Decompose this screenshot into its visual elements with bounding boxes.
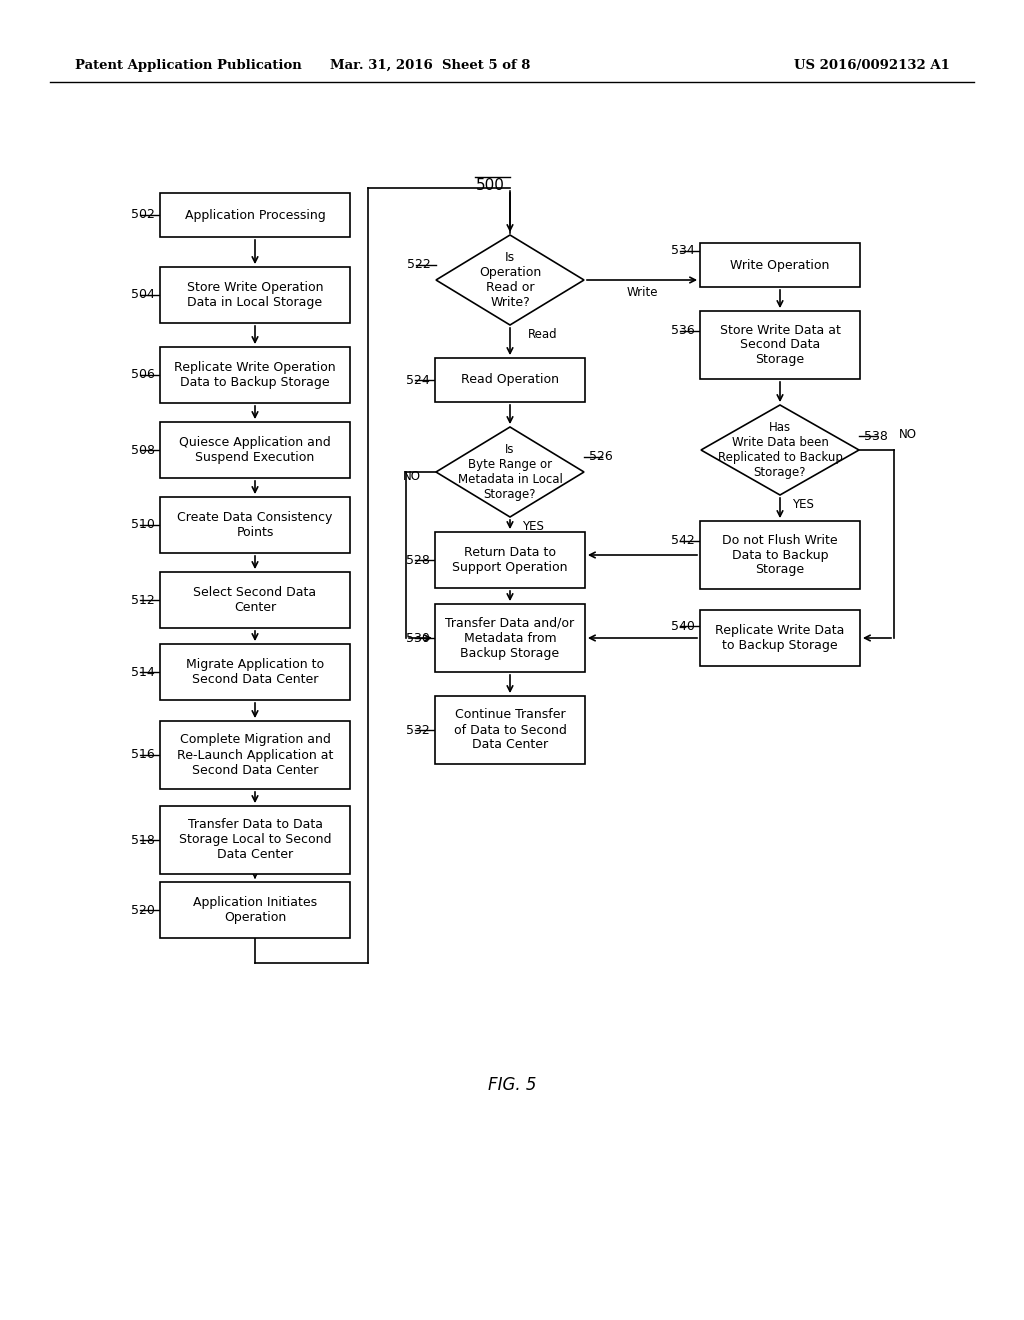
Text: 536: 536 bbox=[672, 325, 695, 338]
FancyBboxPatch shape bbox=[160, 572, 350, 628]
Text: Read Operation: Read Operation bbox=[461, 374, 559, 387]
Text: 520: 520 bbox=[131, 903, 155, 916]
Text: FIG. 5: FIG. 5 bbox=[487, 1076, 537, 1094]
Text: Mar. 31, 2016  Sheet 5 of 8: Mar. 31, 2016 Sheet 5 of 8 bbox=[330, 58, 530, 71]
Text: Replicate Write Operation
Data to Backup Storage: Replicate Write Operation Data to Backup… bbox=[174, 360, 336, 389]
Text: Do not Flush Write
Data to Backup
Storage: Do not Flush Write Data to Backup Storag… bbox=[722, 533, 838, 577]
Text: 510: 510 bbox=[131, 519, 155, 532]
FancyBboxPatch shape bbox=[160, 498, 350, 553]
Text: Application Processing: Application Processing bbox=[184, 209, 326, 222]
Text: Write Operation: Write Operation bbox=[730, 259, 829, 272]
Text: 508: 508 bbox=[131, 444, 155, 457]
FancyBboxPatch shape bbox=[435, 532, 585, 587]
Text: 532: 532 bbox=[407, 723, 430, 737]
Text: Replicate Write Data
to Backup Storage: Replicate Write Data to Backup Storage bbox=[716, 624, 845, 652]
Text: Transfer Data and/or
Metadata from
Backup Storage: Transfer Data and/or Metadata from Backu… bbox=[445, 616, 574, 660]
Text: 512: 512 bbox=[131, 594, 155, 606]
FancyBboxPatch shape bbox=[435, 696, 585, 764]
Text: YES: YES bbox=[522, 520, 544, 533]
Polygon shape bbox=[436, 426, 584, 517]
FancyBboxPatch shape bbox=[700, 521, 860, 589]
FancyBboxPatch shape bbox=[700, 610, 860, 667]
FancyBboxPatch shape bbox=[435, 358, 585, 403]
Text: Complete Migration and
Re-Launch Application at
Second Data Center: Complete Migration and Re-Launch Applica… bbox=[177, 734, 333, 776]
Text: 538: 538 bbox=[864, 429, 888, 442]
FancyBboxPatch shape bbox=[435, 605, 585, 672]
Text: NO: NO bbox=[899, 429, 918, 441]
Text: NO: NO bbox=[403, 470, 421, 483]
Text: Patent Application Publication: Patent Application Publication bbox=[75, 58, 302, 71]
FancyBboxPatch shape bbox=[160, 267, 350, 323]
Text: 518: 518 bbox=[131, 833, 155, 846]
Text: 504: 504 bbox=[131, 289, 155, 301]
Text: Return Data to
Support Operation: Return Data to Support Operation bbox=[453, 546, 567, 574]
FancyBboxPatch shape bbox=[160, 193, 350, 238]
Text: Transfer Data to Data
Storage Local to Second
Data Center: Transfer Data to Data Storage Local to S… bbox=[179, 818, 331, 862]
Text: Is
Byte Range or
Metadata in Local
Storage?: Is Byte Range or Metadata in Local Stora… bbox=[458, 444, 562, 502]
Text: 500: 500 bbox=[475, 177, 505, 193]
Text: 526: 526 bbox=[589, 450, 612, 463]
Text: 528: 528 bbox=[407, 553, 430, 566]
Text: Select Second Data
Center: Select Second Data Center bbox=[194, 586, 316, 614]
Text: 534: 534 bbox=[672, 244, 695, 257]
FancyBboxPatch shape bbox=[160, 721, 350, 789]
Text: Store Write Data at
Second Data
Storage: Store Write Data at Second Data Storage bbox=[720, 323, 841, 367]
FancyBboxPatch shape bbox=[700, 243, 860, 286]
FancyBboxPatch shape bbox=[160, 347, 350, 403]
FancyBboxPatch shape bbox=[700, 312, 860, 379]
Text: US 2016/0092132 A1: US 2016/0092132 A1 bbox=[795, 58, 950, 71]
Text: 522: 522 bbox=[408, 259, 431, 272]
Text: Create Data Consistency
Points: Create Data Consistency Points bbox=[177, 511, 333, 539]
Text: Is
Operation
Read or
Write?: Is Operation Read or Write? bbox=[479, 251, 541, 309]
Text: 502: 502 bbox=[131, 209, 155, 222]
Text: Continue Transfer
of Data to Second
Data Center: Continue Transfer of Data to Second Data… bbox=[454, 709, 566, 751]
Text: Store Write Operation
Data in Local Storage: Store Write Operation Data in Local Stor… bbox=[186, 281, 324, 309]
FancyBboxPatch shape bbox=[160, 882, 350, 939]
FancyBboxPatch shape bbox=[160, 644, 350, 700]
Text: 514: 514 bbox=[131, 665, 155, 678]
Polygon shape bbox=[701, 405, 859, 495]
Text: 524: 524 bbox=[407, 374, 430, 387]
Text: Write: Write bbox=[627, 285, 657, 298]
Text: Read: Read bbox=[528, 329, 558, 342]
Text: 540: 540 bbox=[671, 619, 695, 632]
Text: Has
Write Data been
Replicated to Backup
Storage?: Has Write Data been Replicated to Backup… bbox=[718, 421, 843, 479]
Text: YES: YES bbox=[792, 499, 814, 511]
Text: 516: 516 bbox=[131, 748, 155, 762]
Text: 530: 530 bbox=[407, 631, 430, 644]
Text: 542: 542 bbox=[672, 535, 695, 548]
Text: Application Initiates
Operation: Application Initiates Operation bbox=[193, 896, 317, 924]
Text: 506: 506 bbox=[131, 368, 155, 381]
FancyBboxPatch shape bbox=[160, 807, 350, 874]
Polygon shape bbox=[436, 235, 584, 325]
Text: Quiesce Application and
Suspend Execution: Quiesce Application and Suspend Executio… bbox=[179, 436, 331, 465]
Text: Migrate Application to
Second Data Center: Migrate Application to Second Data Cente… bbox=[186, 657, 324, 686]
FancyBboxPatch shape bbox=[160, 422, 350, 478]
